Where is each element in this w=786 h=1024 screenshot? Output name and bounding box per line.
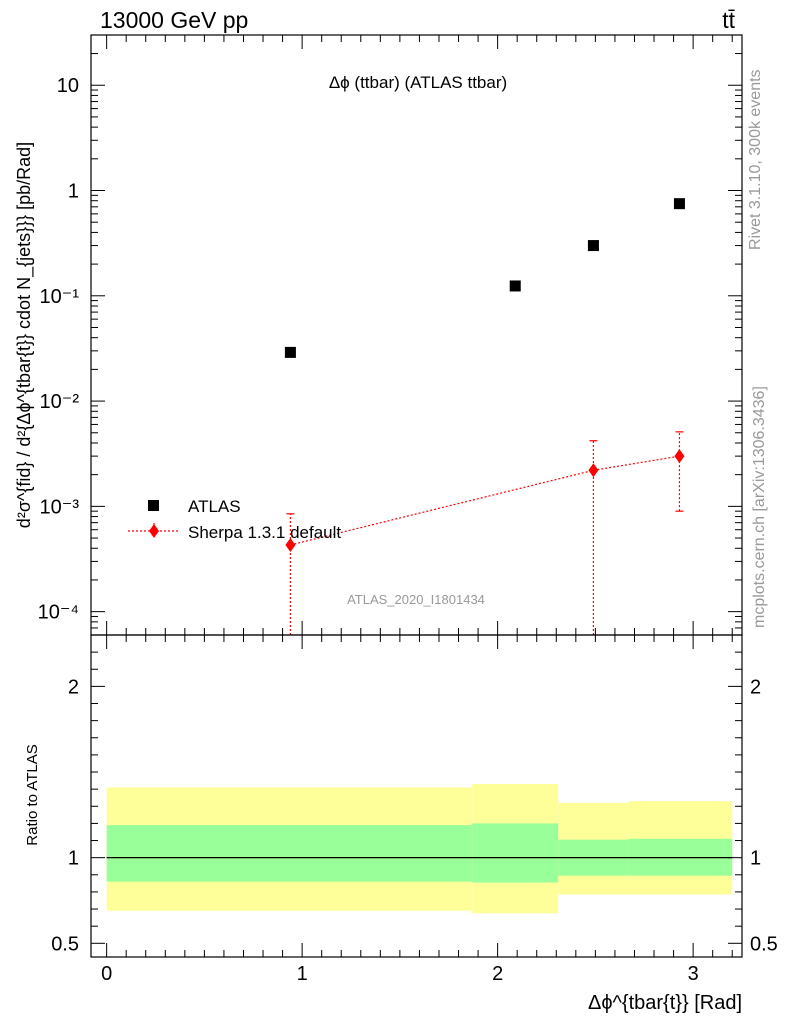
sherpa-point [588, 463, 599, 478]
main-panel-frame [90, 34, 743, 636]
x-axis-label: Δϕ^{tbar{t}} [Rad] [588, 992, 742, 1014]
main-panel-title: Δϕ (ttbar) (ATLAS ttbar) [329, 73, 507, 92]
ratio-y-tick-label-left: 0.5 [51, 933, 79, 955]
ratio-panel-frame [90, 634, 743, 958]
legend-sherpa-label: Sherpa 1.3.1 default [188, 523, 341, 542]
y-tick-label: 10⁻⁴ [38, 602, 79, 624]
y-tick-label: 10⁻¹ [40, 286, 80, 308]
ratio-band-inner [472, 823, 559, 883]
main-panel: 10⁻⁴ 10⁻³ 10⁻² 10⁻¹ 1 10 Δϕ (ttbar) (ATLAS tt… [14, 34, 743, 636]
sherpa-series [285, 431, 685, 635]
sherpa-point [674, 449, 685, 464]
sherpa-point [285, 537, 296, 552]
sherpa-line [290, 455, 680, 546]
header-left-text: 13000 GeV pp [100, 7, 248, 33]
ratio-panel: 0.5 0.5 1 1 2 2 0 1 2 3 Ratio to ATLAS Δϕ^{tbar{… [24, 634, 778, 1014]
analysis-watermark: ATLAS_2020_I1801434 [347, 592, 485, 607]
main-panel-ticks [91, 34, 742, 636]
ratio-panel-ticks [91, 635, 742, 957]
x-tick-label: 1 [297, 963, 308, 985]
x-tick-label: 3 [688, 963, 699, 985]
ratio-panel-y-axis-label: Ratio to ATLAS [24, 744, 41, 845]
atlas-point [509, 280, 521, 292]
atlas-series [284, 198, 685, 358]
legend-atlas-marker [148, 500, 159, 511]
main-panel-y-axis-label: d²σ^{fid} / d²{Δϕ^{tbar{t}} cdot N_{jets… [14, 142, 35, 528]
y-tick-label: 10⁻³ [40, 496, 80, 518]
ratio-panel-y-tick-labels: 0.5 0.5 1 1 2 2 [51, 676, 778, 955]
legend-atlas-label: ATLAS [188, 497, 241, 516]
atlas-point [673, 198, 685, 210]
ratio-band-inner [106, 825, 473, 882]
mcplots-reference-text: mcplots.cern.ch [arXiv:1306.3436] [751, 386, 768, 628]
ratio-y-tick-label-right: 2 [750, 676, 761, 698]
ratio-y-tick-label-left: 2 [68, 676, 79, 698]
main-panel-y-tick-labels: 10⁻⁴ 10⁻³ 10⁻² 10⁻¹ 1 10 [38, 75, 80, 623]
ratio-panel-x-tick-labels: 0 1 2 3 [101, 963, 699, 985]
ratio-y-tick-label-right: 1 [750, 848, 761, 870]
atlas-point [587, 240, 599, 252]
rivet-version-text: Rivet 3.1.10, 300k events [747, 69, 764, 250]
legend: ATLAS Sherpa 1.3.1 default [128, 497, 341, 542]
ratio-y-tick-label-right: 0.5 [750, 933, 778, 955]
header-right-text: tt̄ [722, 7, 735, 33]
x-tick-label: 2 [492, 963, 503, 985]
y-tick-label: 1 [68, 181, 79, 203]
atlas-point [284, 346, 296, 358]
ratio-y-tick-label-left: 1 [68, 848, 79, 870]
x-tick-label: 0 [101, 963, 112, 985]
y-tick-label: 10⁻² [40, 391, 80, 413]
y-tick-label: 10 [57, 75, 79, 97]
ratio-bands [106, 784, 733, 914]
legend-sherpa-marker [149, 524, 159, 538]
